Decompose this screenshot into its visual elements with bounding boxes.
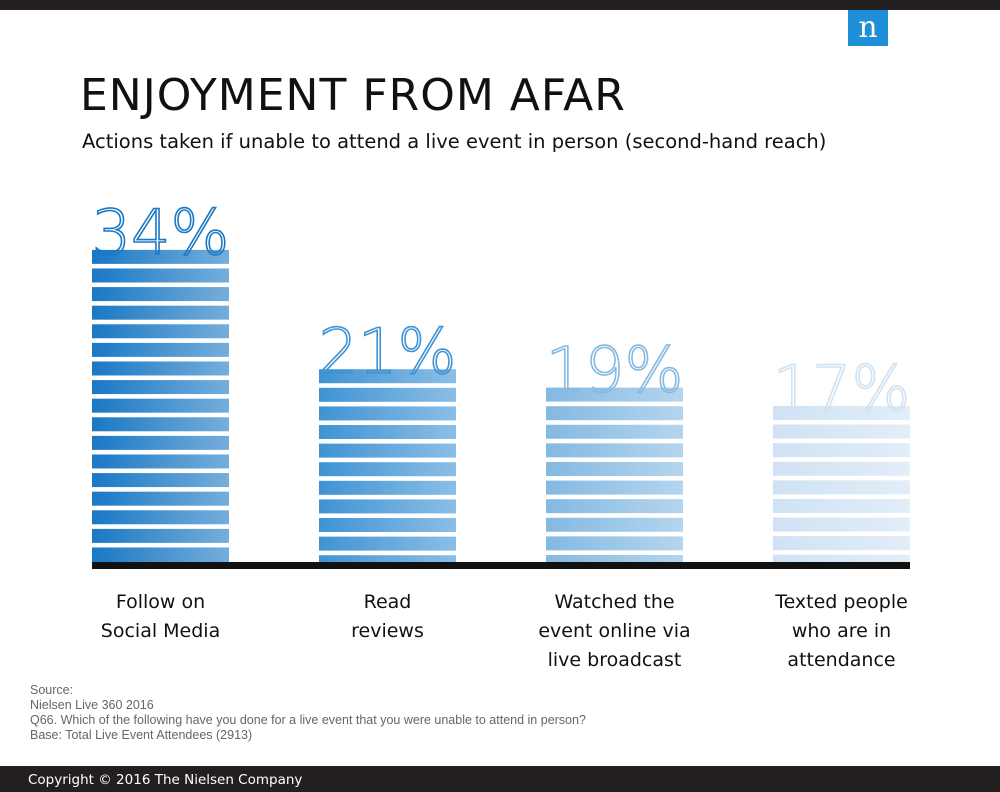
x-tick-label: Read reviews [351, 591, 424, 642]
copyright: Copyright © 2016 The Nielsen Company [28, 772, 302, 788]
value-label: 17% [773, 352, 911, 425]
bar-stripe-gap [92, 319, 229, 325]
logo-box [848, 10, 888, 46]
x-tick-label: Follow on Social Media [100, 591, 221, 642]
bar-stripe-gap [92, 375, 229, 381]
bar-stripe-gap [546, 513, 683, 518]
bar-stripe-gap [319, 494, 456, 500]
bar-stripe-gap [773, 550, 910, 555]
bar-stripe-gap [92, 263, 229, 269]
bar-stripe-gap [773, 457, 910, 462]
bar-stripe-gap [92, 524, 229, 529]
logo: n [858, 10, 877, 45]
bar-stripe-gap [92, 394, 229, 399]
bar-stripe-gap [773, 531, 910, 537]
value-label: 19% [546, 334, 684, 407]
chart-title: ENJOYMENT FROM AFAR [80, 70, 626, 121]
bar [92, 249, 229, 562]
bar-stripe-gap [546, 494, 683, 500]
bar-stripe-gap [92, 282, 229, 288]
baseline [92, 562, 910, 569]
bar-stripe-gap [92, 505, 229, 511]
value-label: 21% [319, 315, 457, 388]
x-tick-label: Texted people who are in attendance [775, 591, 908, 671]
bar-stripe-gap [319, 532, 456, 537]
bar-stripe-gap [546, 457, 683, 462]
bar-stripe-gap [92, 487, 229, 492]
bar-stripe-gap [773, 475, 910, 481]
footer-band [0, 766, 1000, 792]
bar-stripe-gap [546, 438, 683, 444]
value-label: 34% [92, 196, 230, 269]
bar-stripe-gap [773, 512, 910, 518]
bar-stripe-gap [92, 468, 229, 474]
x-tick-label: Watched the event online via live broadc… [538, 591, 691, 671]
bar-stripe-gap [92, 356, 229, 362]
source-note: Base: Total Live Event Attendees (2913) [30, 728, 253, 742]
bar-stripe-gap [319, 420, 456, 426]
source-note: Source: [30, 683, 74, 697]
bar-stripe-gap [319, 476, 456, 481]
bar-stripe-gap [546, 401, 683, 407]
bar-stripe-gap [92, 301, 229, 306]
bar [319, 369, 456, 562]
bar-stripe-gap [319, 513, 456, 519]
bar [773, 405, 910, 562]
bar-stripe-gap [92, 338, 229, 343]
source-note: Q66. Which of the following have you don… [30, 713, 586, 727]
chart-subtitle: Actions taken if unable to attend a live… [82, 130, 826, 153]
bar-stripe-gap [773, 438, 910, 444]
bar-stripe-gap [319, 401, 456, 407]
bar-stripe-gap [546, 531, 683, 537]
bar-stripe-gap [773, 494, 910, 499]
top-band [0, 0, 1000, 10]
bar-stripe-gap [546, 550, 683, 555]
bar-stripe-gap [773, 419, 910, 425]
bar-stripe-gap [319, 457, 456, 463]
bar-stripe-gap [92, 542, 229, 548]
bar-stripe-gap [546, 420, 683, 425]
bar-stripe-gap [546, 475, 683, 481]
bar-stripe-gap [92, 449, 229, 455]
bar-stripe-gap [319, 550, 456, 556]
bar-stripe-gap [319, 383, 456, 388]
bar-stripe-gap [92, 431, 229, 436]
bar-stripe-gap [319, 439, 456, 444]
source-note: Nielsen Live 360 2016 [30, 698, 154, 712]
bar-stripe-gap [92, 412, 229, 418]
